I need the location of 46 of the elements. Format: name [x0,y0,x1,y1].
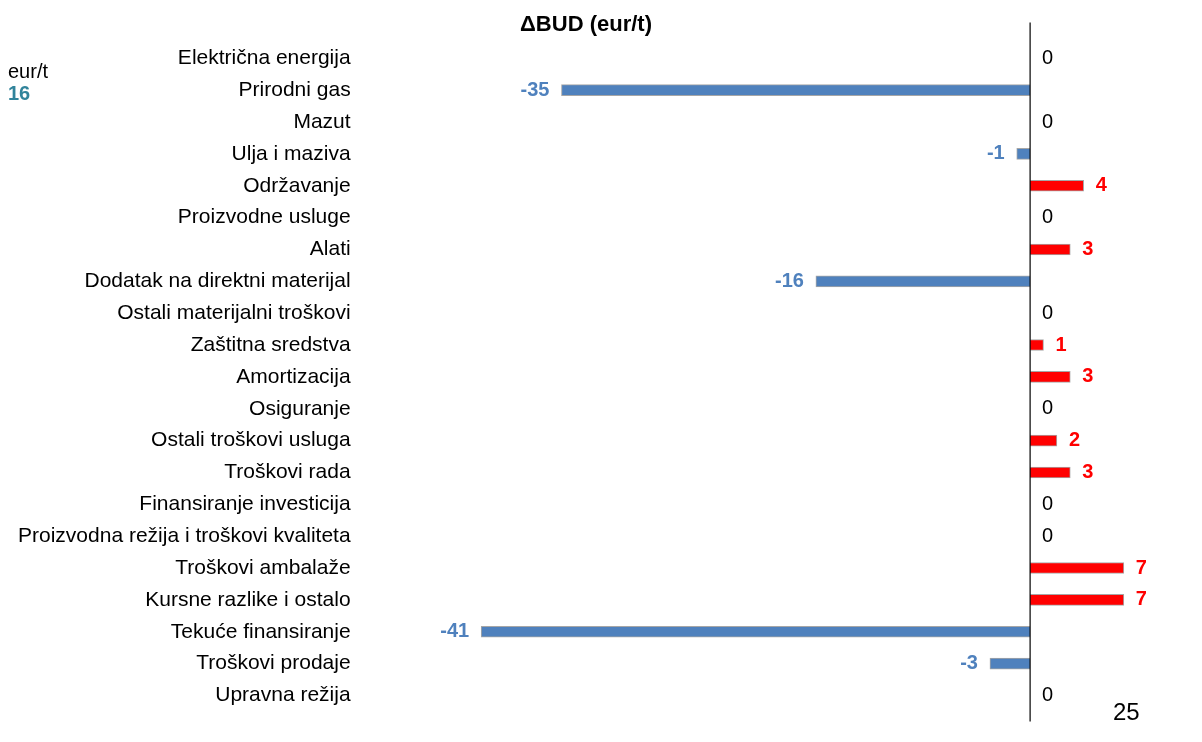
y-tick-label: Troškovi prodaje [196,650,351,674]
data-label: 1 [1055,332,1067,355]
y-tick-label: Troškovi ambalaže [175,554,351,578]
annotation: 25 [1113,698,1140,726]
y-tick-label: Osiguranje [249,395,351,419]
y-tick-label: Tekuće finansiranje [170,618,351,642]
y-tick-label: Amortizacija [236,363,351,387]
y-tick-label: Upravna režija [215,682,351,706]
data-label: 0 [1042,109,1054,132]
data-label: 4 [1095,173,1108,196]
data-label: 2 [1068,428,1081,451]
data-label: 0 [1042,491,1054,514]
y-tick-label: Finansiranje investicija [139,491,351,515]
data-label: -16 [774,268,804,291]
data-label: 3 [1082,459,1094,482]
data-label: 0 [1042,300,1054,323]
y-tick-label: Mazut [293,108,351,132]
data-label: 0 [1042,205,1054,228]
y-tick-label: Proizvodne usluge [177,204,351,228]
y-tick-label: Alati [309,236,351,260]
data-label: 0 [1042,682,1054,705]
data-label: -3 [960,651,978,674]
data-label: 3 [1082,236,1094,259]
y-tick-label: Ulja i maziva [231,140,351,164]
y-tick-label: Kursne razlike i ostalo [145,586,351,610]
data-label: 0 [1042,45,1054,68]
data-label: -41 [440,619,470,642]
data-label: 7 [1135,587,1147,610]
text: 16 [8,82,31,105]
y-tick-label: Prirodni gas [238,76,351,100]
data-label: 0 [1042,523,1054,546]
y-tick-label: Dodatak na direktni materijal [84,268,351,292]
data-label: 0 [1042,396,1054,419]
y-tick-label: Zaštitna sredstva [190,331,351,355]
y-tick-label: Električna energija [177,45,351,69]
data-label: -1 [986,141,1005,164]
y-tick-label: Održavanje [243,172,351,196]
data-label: -35 [520,77,550,100]
text: eur/t [8,60,49,83]
chart-title: ΔBUD (eur/t) [520,11,652,37]
y-tick-label: Proizvodna režija i troškovi kvaliteta [18,522,351,546]
y-tick-label: Ostali materijalni troškovi [117,299,351,323]
y-tick-label: Ostali troškovi usluga [151,427,351,451]
data-label: 3 [1082,364,1094,387]
data-label: 7 [1135,555,1147,578]
y-tick-label: Troškovi rada [224,459,351,483]
